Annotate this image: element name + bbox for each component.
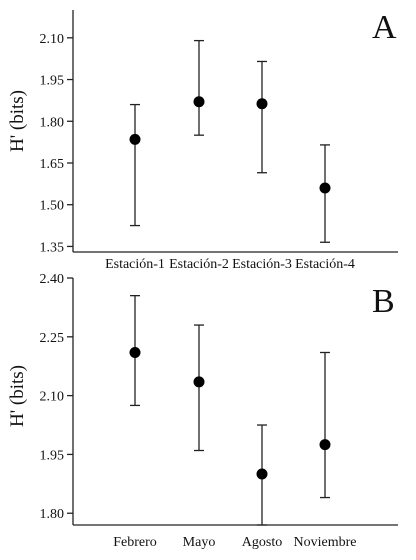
panel-a: 1.35 1.50 1.65 1.80 1.95 2.10 H' (bits) A Estaci… <box>7 9 398 272</box>
x-tick-label: Agosto <box>242 535 282 550</box>
y-tick-label: 2.25 <box>40 331 65 346</box>
y-axis-title: H' (bits) <box>7 365 28 427</box>
y-tick-label: 1.65 <box>40 157 65 172</box>
x-tick-label: Febrero <box>113 535 157 550</box>
x-tick-label: Estación-1 <box>105 257 165 272</box>
mean-point <box>256 468 268 480</box>
x-tick-label: Noviembre <box>294 535 357 550</box>
mean-point <box>319 439 331 451</box>
mean-point <box>193 96 205 108</box>
panel-letter: B <box>372 283 395 320</box>
y-axis-title: H' (bits) <box>7 90 28 152</box>
y-tick-label: 1.95 <box>40 448 65 463</box>
y-tick-label: 1.80 <box>40 507 65 522</box>
y-tick-label: 2.10 <box>40 390 65 405</box>
y-tick-label: 2.40 <box>40 272 65 287</box>
mean-point <box>193 376 205 388</box>
panel-b: 1.80 1.95 2.10 2.25 2.40 H' (bits) B Febrero May… <box>7 272 398 550</box>
mean-point <box>256 98 268 110</box>
x-tick-label: Mayo <box>183 535 216 550</box>
mean-point <box>129 346 141 358</box>
y-tick-label: 1.50 <box>40 199 65 214</box>
y-tick-label: 2.10 <box>40 32 65 47</box>
mean-point <box>129 133 141 145</box>
y-tick-label: 1.80 <box>40 115 65 130</box>
x-tick-label: Estación-4 <box>295 257 355 272</box>
x-tick-label: Estación-3 <box>232 257 292 272</box>
y-tick-label: 1.35 <box>40 240 65 255</box>
y-tick-label: 1.95 <box>40 74 65 89</box>
mean-point <box>319 182 331 194</box>
panel-letter: A <box>372 9 397 46</box>
x-tick-label: Estación-2 <box>169 257 229 272</box>
